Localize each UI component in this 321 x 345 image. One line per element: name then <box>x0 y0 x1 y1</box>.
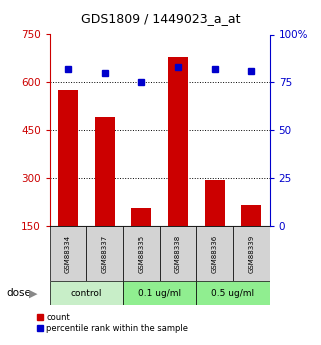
Bar <box>50 281 123 305</box>
Text: GSM88337: GSM88337 <box>102 235 108 273</box>
Bar <box>241 205 261 226</box>
Bar <box>123 281 196 305</box>
Text: GSM88339: GSM88339 <box>248 235 254 273</box>
Text: control: control <box>71 289 102 298</box>
Text: 0.5 ug/ml: 0.5 ug/ml <box>212 289 255 298</box>
Text: dose: dose <box>6 288 31 298</box>
Bar <box>131 208 152 226</box>
Bar <box>123 226 160 281</box>
Legend: count, percentile rank within the sample: count, percentile rank within the sample <box>36 313 188 333</box>
Text: ▶: ▶ <box>30 288 38 298</box>
Bar <box>160 226 196 281</box>
Bar <box>233 226 270 281</box>
Bar <box>204 180 225 226</box>
Text: GSM88335: GSM88335 <box>138 235 144 273</box>
Text: GSM88336: GSM88336 <box>212 235 218 273</box>
Bar <box>86 226 123 281</box>
Text: GSM88334: GSM88334 <box>65 235 71 273</box>
Bar <box>58 90 78 226</box>
Bar <box>95 117 115 226</box>
Bar <box>50 226 86 281</box>
Text: 0.1 ug/ml: 0.1 ug/ml <box>138 289 181 298</box>
Text: GDS1809 / 1449023_a_at: GDS1809 / 1449023_a_at <box>81 12 240 25</box>
Text: GSM88338: GSM88338 <box>175 235 181 273</box>
Bar <box>196 226 233 281</box>
Bar <box>168 57 188 226</box>
Bar <box>196 281 270 305</box>
